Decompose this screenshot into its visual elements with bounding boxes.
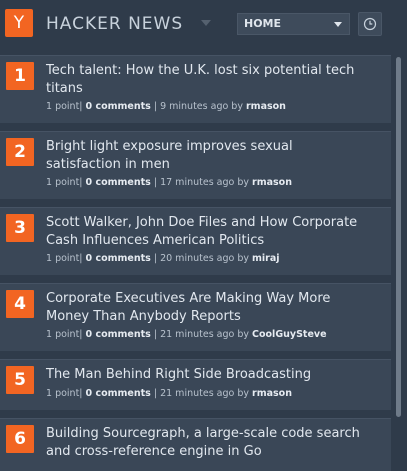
story-user[interactable]: miraj	[252, 253, 280, 264]
comments-link[interactable]: 0 comments	[85, 101, 151, 112]
story-time: 21 minutes ago by	[160, 388, 249, 399]
story-points: 1 point|	[46, 388, 83, 399]
story-item[interactable]: 5 The Man Behind Right Side Broadcasting…	[0, 359, 391, 410]
app-title: HACKER NEWS	[46, 14, 184, 34]
story-title[interactable]: Building Sourcegraph, a large-scale code…	[46, 426, 360, 459]
comments-link[interactable]: 0 comments	[85, 329, 151, 340]
story-user[interactable]: CoolGuySteve	[252, 329, 327, 340]
hacker-news-logo[interactable]: Y	[5, 9, 33, 37]
story-time: 20 minutes ago by	[160, 253, 249, 264]
comments-link[interactable]: 0 comments	[85, 388, 151, 399]
comments-link[interactable]: 0 comments	[85, 177, 151, 188]
meta-separator: |	[153, 253, 158, 264]
story-title[interactable]: Bright light exposure improves sexual sa…	[46, 139, 293, 172]
story-title[interactable]: Tech talent: How the U.K. lost six poten…	[46, 63, 355, 96]
story-rank: 2	[6, 138, 34, 166]
story-user[interactable]: rmason	[245, 101, 286, 112]
story-points: 1 point|	[46, 329, 83, 340]
story-title[interactable]: Corporate Executives Are Making Way More…	[46, 291, 331, 324]
story-points: 1 point|	[46, 101, 83, 112]
story-rank: 6	[6, 425, 34, 453]
scrollbar[interactable]	[396, 57, 401, 417]
meta-separator: |	[153, 388, 158, 399]
clock-button[interactable]	[358, 12, 382, 36]
story-time: 21 minutes ago by	[160, 329, 249, 340]
story-rank: 3	[6, 214, 34, 242]
story-rank: 5	[6, 366, 34, 394]
comments-link[interactable]: 0 comments	[85, 253, 151, 264]
story-meta: 1 point| 0 comments | 9 minutes ago by r…	[46, 101, 286, 112]
story-meta: 1 point| 0 comments | 17 minutes ago by …	[46, 177, 292, 188]
story-user[interactable]: rmason	[252, 388, 292, 399]
app-header: Y HACKER NEWS HOME	[0, 0, 407, 52]
story-item[interactable]: 2 Bright light exposure improves sexual …	[0, 131, 391, 199]
story-meta: 1 point| 0 comments | 21 minutes ago by …	[46, 388, 292, 399]
story-points: 1 point|	[46, 177, 83, 188]
meta-separator: |	[153, 177, 158, 188]
story-title[interactable]: The Man Behind Right Side Broadcasting	[46, 367, 312, 382]
story-item[interactable]: 4 Corporate Executives Are Making Way Mo…	[0, 283, 391, 351]
story-user[interactable]: rmason	[252, 177, 292, 188]
meta-separator: |	[153, 329, 158, 340]
story-time: 9 minutes ago by	[160, 101, 243, 112]
story-meta: 1 point| 0 comments | 20 minutes ago by …	[46, 253, 280, 264]
feed-select[interactable]: HOME	[237, 13, 350, 35]
meta-separator: |	[153, 101, 158, 112]
story-rank: 4	[6, 290, 34, 318]
story-item[interactable]: 6 Building Sourcegraph, a large-scale co…	[0, 418, 391, 471]
story-time: 17 minutes ago by	[160, 177, 249, 188]
story-title[interactable]: Scott Walker, John Doe Files and How Cor…	[46, 215, 358, 248]
story-item[interactable]: 1 Tech talent: How the U.K. lost six pot…	[0, 55, 391, 123]
clock-icon	[363, 17, 377, 31]
chevron-down-icon[interactable]	[201, 20, 211, 26]
story-meta: 1 point| 0 comments | 21 minutes ago by …	[46, 329, 327, 340]
chevron-down-icon	[334, 22, 342, 27]
story-item[interactable]: 3 Scott Walker, John Doe Files and How C…	[0, 207, 391, 275]
story-rank: 1	[6, 62, 34, 90]
feed-select-value: HOME	[244, 17, 282, 30]
story-points: 1 point|	[46, 253, 83, 264]
